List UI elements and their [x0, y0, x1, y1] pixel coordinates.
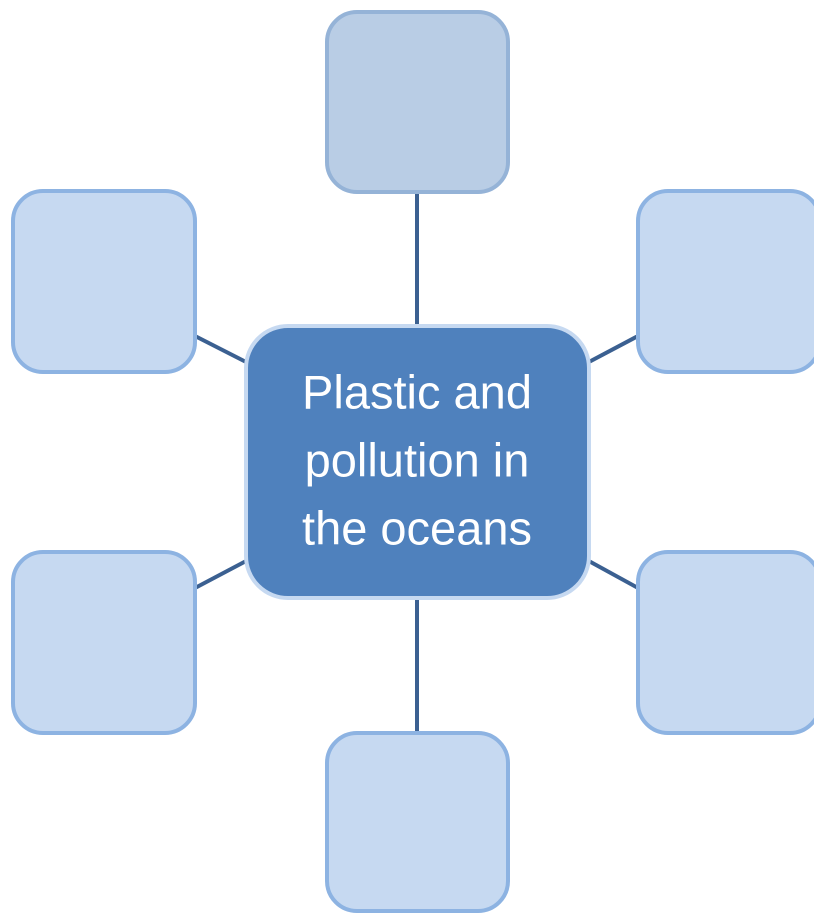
- center-label: pollution in: [305, 433, 530, 486]
- empty-node: [11, 189, 197, 374]
- center-node: [244, 324, 591, 600]
- center-label: the oceans: [302, 501, 532, 554]
- empty-node: [636, 550, 814, 735]
- empty-node: [325, 731, 510, 913]
- connectors: [194, 192, 639, 733]
- connector: [586, 558, 639, 590]
- empty-node: [11, 550, 197, 735]
- empty-node: [636, 189, 814, 374]
- center-label: Plastic and: [302, 365, 532, 418]
- empty-node: [325, 10, 510, 194]
- connector: [194, 334, 249, 365]
- connector: [194, 558, 249, 590]
- connector: [586, 334, 639, 365]
